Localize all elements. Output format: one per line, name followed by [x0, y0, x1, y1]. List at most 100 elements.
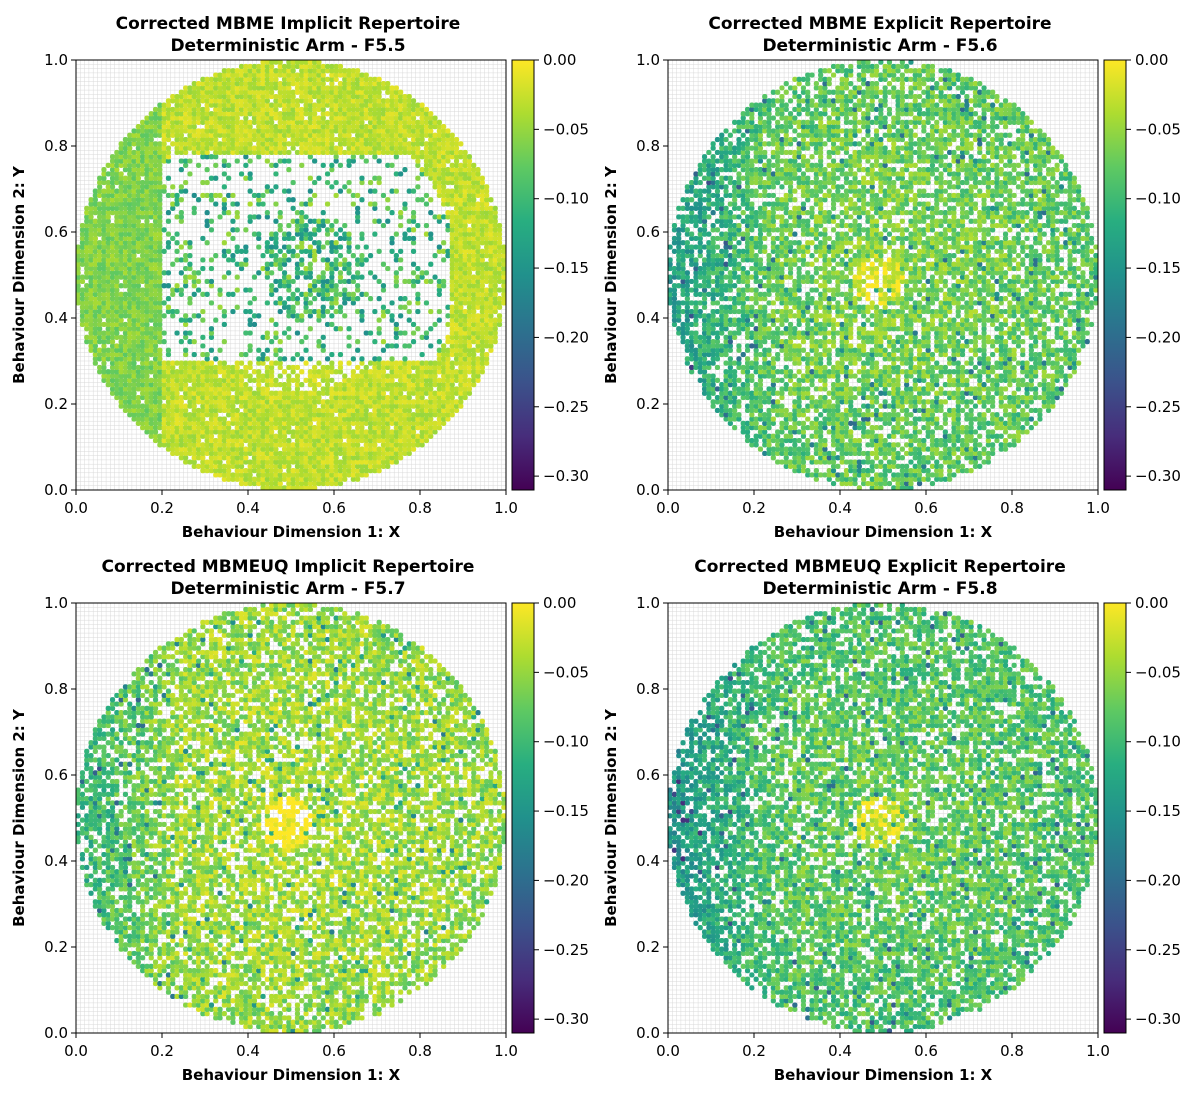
data-point [432, 115, 438, 121]
data-point [140, 339, 146, 345]
data-point [195, 313, 202, 319]
data-point [127, 205, 133, 211]
data-point [294, 253, 301, 259]
data-point [398, 265, 404, 272]
data-point [105, 179, 111, 186]
data-point [127, 360, 133, 366]
data-point [178, 339, 184, 345]
data-point [140, 416, 146, 422]
data-point [393, 231, 399, 237]
data-point [307, 197, 313, 203]
data-point [88, 313, 94, 319]
data-point [118, 188, 124, 194]
data-point [273, 162, 279, 168]
data-point [230, 308, 236, 315]
data-point [92, 192, 98, 199]
data-point [449, 132, 455, 138]
data-point [174, 308, 180, 315]
data-point [135, 278, 141, 285]
data-point [79, 308, 86, 315]
data-point [135, 188, 141, 194]
data-point [148, 407, 154, 414]
data-point [140, 197, 146, 203]
data-point [363, 244, 369, 250]
data-point [114, 235, 120, 242]
data-point [101, 339, 107, 345]
data-point [109, 364, 116, 371]
data-point [195, 278, 202, 285]
data-point [105, 377, 111, 383]
data-point [423, 330, 430, 336]
data-point [114, 296, 120, 302]
data-point [109, 197, 116, 203]
data-point [105, 330, 111, 336]
data-point [101, 321, 107, 328]
data-point [109, 222, 116, 229]
data-point [97, 308, 103, 315]
data-point [337, 360, 344, 366]
data-point [122, 154, 129, 160]
data-point [273, 253, 279, 259]
data-point [105, 171, 111, 177]
data-point [324, 179, 331, 186]
data-point [144, 154, 150, 160]
data-point [273, 287, 279, 293]
data-point [290, 291, 296, 297]
data-point [131, 317, 137, 323]
data-point [320, 270, 326, 276]
data-point [101, 296, 107, 302]
data-point [140, 274, 146, 280]
data-point [428, 326, 434, 332]
data-point [337, 188, 344, 194]
data-point [127, 339, 133, 345]
data-point [88, 248, 94, 254]
data-point [148, 433, 154, 439]
data-point [84, 339, 90, 345]
data-point [135, 386, 141, 392]
data-point [170, 261, 176, 267]
data-point [204, 210, 210, 216]
data-point [148, 394, 154, 401]
data-point [92, 235, 98, 242]
data-point [84, 261, 90, 267]
data-point [135, 261, 141, 267]
data-point [135, 412, 141, 418]
data-point [92, 291, 98, 297]
data-point [247, 360, 253, 366]
data-point [127, 394, 133, 401]
data-point [79, 304, 86, 310]
data-point [118, 356, 124, 362]
data-point [140, 360, 146, 366]
data-point [144, 399, 150, 405]
data-point [372, 201, 378, 207]
data-point [144, 386, 150, 392]
data-point [208, 360, 215, 366]
data-point [88, 291, 94, 297]
data-point [428, 343, 434, 349]
data-point [97, 304, 103, 310]
data-point [101, 235, 107, 242]
data-point [174, 283, 180, 289]
data-point [406, 343, 412, 349]
data-point [122, 296, 129, 302]
data-point [144, 278, 150, 285]
data-point [140, 300, 146, 306]
data-point [350, 356, 356, 362]
data-point [324, 356, 331, 362]
data-point [127, 364, 133, 371]
data-point [144, 403, 150, 409]
data-point [105, 278, 111, 285]
data-point [84, 205, 90, 211]
data-point [243, 162, 249, 168]
data-point [140, 291, 146, 297]
data-point [127, 171, 133, 177]
data-point [127, 253, 133, 259]
data-point [127, 373, 133, 379]
data-point [393, 321, 399, 328]
data-point [226, 231, 232, 237]
data-point [389, 235, 395, 242]
data-point [131, 394, 137, 401]
data-point [140, 184, 146, 190]
data-point [144, 304, 150, 310]
data-point [122, 300, 129, 306]
